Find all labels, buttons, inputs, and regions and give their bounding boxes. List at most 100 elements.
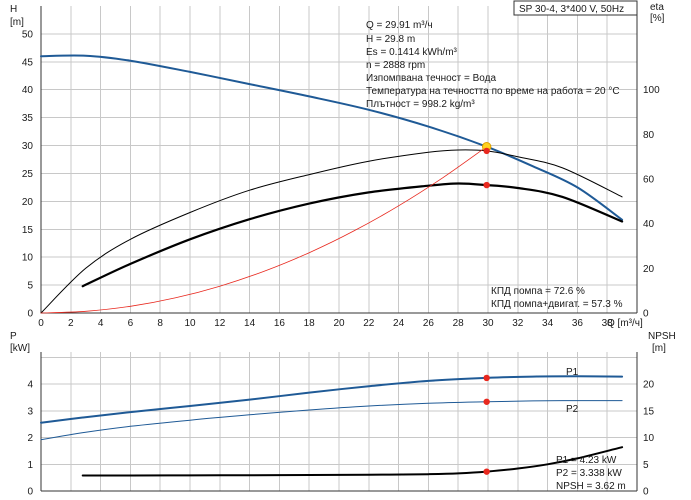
x-tick-label: 6 [128, 318, 134, 329]
operating-point-marker [483, 468, 490, 475]
y-tick-label: 0 [27, 309, 33, 320]
top-plot-operating-points [481, 141, 492, 189]
npsh-axis-unit: [m] [652, 343, 666, 354]
pump-efficiency-label: КПД помпа = 72.6 % [491, 286, 585, 297]
head-axis-unit: [m] [10, 17, 24, 28]
y-tick-label: 20 [643, 380, 655, 391]
duty-info-block: Q = 29.91 m³/ч H = 29.8 m Es = 0.1414 kW… [366, 20, 620, 110]
info-energy: Es = 0.1414 kWh/m³ [366, 47, 458, 58]
x-tick-label: 2 [68, 318, 74, 329]
x-tick-label: 38 [602, 318, 614, 329]
y-tick-label: 30 [22, 141, 34, 152]
total-efficiency-label: КПД помпа+двигат. = 57.3 % [491, 299, 623, 310]
head-axis-tick-labels: 0 5 10 15 20 25 30 35 40 45 50 [22, 29, 34, 319]
top-plot-series [40, 54, 624, 314]
p2-series-label: P2 [566, 404, 579, 415]
operating-point-marker [483, 147, 490, 155]
power-axis-tick-labels: 0 1 2 3 4 [27, 380, 33, 498]
y-tick-label: 1 [27, 460, 33, 471]
x-tick-label: 4 [98, 318, 104, 329]
y-tick-label: 0 [27, 487, 33, 498]
y-tick-label: 5 [27, 281, 33, 292]
x-tick-label: 22 [363, 318, 375, 329]
operating-point-marker [483, 181, 490, 189]
eta-axis-unit: [%] [650, 13, 665, 24]
y-tick-label: 25 [22, 169, 34, 180]
x-tick-label: 18 [304, 318, 316, 329]
top-series-line-1 [40, 149, 623, 314]
bottom-series-line-0 [40, 375, 624, 424]
x-tick-label: 24 [393, 318, 405, 329]
y-tick-label: 60 [643, 175, 655, 186]
p2-readout: P2 = 3.338 kW [556, 468, 622, 479]
y-tick-label: 0 [643, 487, 649, 498]
bottom-series-line-2 [81, 446, 624, 477]
y-tick-label: 15 [22, 225, 34, 236]
operating-point-marker [483, 398, 490, 405]
x-tick-label: 12 [214, 318, 226, 329]
top-series-line-2 [81, 182, 624, 288]
x-tick-label: 28 [453, 318, 465, 329]
power-readout-block: P1 = 4.23 kW P2 = 3.338 kW NPSH = 3.62 m [556, 455, 626, 492]
info-liquid: Изпомпвана течност = Вода [366, 73, 496, 84]
y-tick-label: 100 [643, 85, 660, 96]
x-tick-label: 34 [542, 318, 554, 329]
eta-axis-title: eta [650, 2, 664, 13]
y-tick-label: 20 [643, 264, 655, 275]
power-axis-title: P [10, 331, 17, 342]
chart-title-box [513, 0, 638, 16]
x-tick-label: 20 [333, 318, 345, 329]
info-speed: n = 2888 rpm [366, 60, 425, 71]
top-x-tick-labels: 0 2 4 6 8 10 12 14 16 18 20 22 24 26 28 30 32 34 36 38 [38, 318, 613, 329]
flow-axis-title: Q [m³/ч] [607, 318, 643, 329]
bottom-plot-operating-points [483, 374, 490, 475]
y-tick-label: 5 [643, 460, 649, 471]
y-tick-label: 2 [27, 433, 33, 444]
x-tick-label: 16 [274, 318, 286, 329]
x-tick-label: 8 [157, 318, 163, 329]
chart-title: SP 30-4, 3*400 V, 50Hz [519, 4, 624, 15]
p1-series-label: P1 [566, 367, 579, 378]
x-tick-label: 30 [482, 318, 494, 329]
x-tick-label: 26 [423, 318, 435, 329]
npsh-axis-title: NPSH [648, 331, 676, 342]
y-tick-label: 35 [22, 113, 34, 124]
y-tick-label: 50 [22, 29, 34, 40]
head-axis-title: H [10, 4, 17, 15]
bottom-plot-series [40, 375, 624, 477]
top-series-line-3 [40, 146, 488, 314]
info-flow: Q = 29.91 m³/ч [366, 20, 433, 31]
y-tick-label: 15 [643, 406, 655, 417]
operating-point-marker [483, 374, 490, 382]
y-tick-label: 45 [22, 57, 34, 68]
p1-readout: P1 = 4.23 kW [556, 455, 617, 466]
y-tick-label: 0 [643, 309, 649, 320]
eta-axis-tick-labels: 0 20 40 60 80 100 [643, 85, 660, 319]
y-tick-label: 10 [22, 253, 34, 264]
info-temperature: Температура на течността по време на раб… [366, 85, 620, 97]
npsh-readout: NPSH = 3.62 m [556, 481, 626, 492]
top-plot-grid [41, 6, 637, 313]
x-tick-label: 14 [244, 318, 256, 329]
x-tick-label: 32 [512, 318, 524, 329]
y-tick-label: 20 [22, 197, 34, 208]
x-tick-label: 36 [572, 318, 584, 329]
bottom-plot-grid [41, 352, 637, 491]
y-tick-label: 40 [22, 85, 34, 96]
info-head: H = 29.8 m [366, 34, 415, 45]
y-tick-label: 3 [27, 406, 33, 417]
power-axis-unit: [kW] [10, 343, 30, 354]
x-tick-label: 10 [184, 318, 196, 329]
npsh-axis-tick-labels: 0 5 10 15 20 [643, 380, 655, 498]
bottom-plot-axes [40, 352, 638, 492]
y-tick-label: 10 [643, 433, 655, 444]
y-tick-label: 4 [27, 380, 33, 391]
info-density: Плътност = 998.2 kg/m³ [366, 99, 475, 110]
x-tick-label: 0 [38, 318, 44, 329]
top-series-line-0 [40, 54, 624, 221]
bottom-series-line-1 [40, 400, 623, 441]
y-tick-label: 40 [643, 219, 655, 230]
y-tick-label: 80 [643, 130, 655, 141]
